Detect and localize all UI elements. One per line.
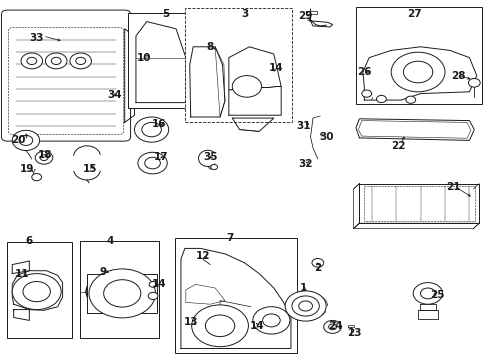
Text: 20: 20 <box>11 135 26 145</box>
Text: 22: 22 <box>390 141 405 151</box>
Circle shape <box>148 292 158 300</box>
Circle shape <box>45 53 67 69</box>
Circle shape <box>403 61 432 83</box>
Circle shape <box>12 274 61 310</box>
Text: 6: 6 <box>26 236 33 246</box>
Text: 33: 33 <box>29 33 44 43</box>
Text: 14: 14 <box>268 63 283 73</box>
Text: 9: 9 <box>99 267 106 277</box>
Circle shape <box>103 280 141 307</box>
Text: 14: 14 <box>249 321 264 331</box>
Text: 28: 28 <box>450 71 465 81</box>
Text: 27: 27 <box>407 9 421 19</box>
Bar <box>7 242 72 338</box>
Text: 5: 5 <box>163 9 169 19</box>
Circle shape <box>311 258 323 267</box>
FancyBboxPatch shape <box>1 10 130 141</box>
Circle shape <box>298 301 312 311</box>
Bar <box>355 7 481 104</box>
Text: 25: 25 <box>429 290 444 300</box>
Text: 13: 13 <box>183 317 198 327</box>
Text: 24: 24 <box>327 321 342 331</box>
Text: 34: 34 <box>107 90 122 100</box>
Text: 32: 32 <box>298 159 312 169</box>
Circle shape <box>142 122 161 137</box>
Circle shape <box>232 76 261 97</box>
Circle shape <box>468 78 479 87</box>
Text: 17: 17 <box>154 152 168 162</box>
Circle shape <box>76 57 85 64</box>
Text: 35: 35 <box>203 152 217 162</box>
Circle shape <box>291 296 319 316</box>
Circle shape <box>51 57 61 64</box>
Circle shape <box>205 315 234 337</box>
Circle shape <box>138 152 167 174</box>
Circle shape <box>144 157 160 169</box>
Circle shape <box>328 324 336 330</box>
Circle shape <box>89 269 155 318</box>
Text: 8: 8 <box>206 42 213 52</box>
Circle shape <box>23 282 50 302</box>
Circle shape <box>191 305 248 347</box>
Text: 23: 23 <box>346 328 361 338</box>
Circle shape <box>70 53 91 69</box>
Circle shape <box>40 155 48 161</box>
Text: 18: 18 <box>38 150 52 160</box>
Text: 19: 19 <box>20 164 34 174</box>
Circle shape <box>19 135 33 145</box>
Bar <box>184 8 292 122</box>
Circle shape <box>412 283 442 304</box>
Ellipse shape <box>163 66 183 85</box>
Circle shape <box>21 53 42 69</box>
Text: 7: 7 <box>225 233 233 243</box>
Text: 29: 29 <box>298 11 312 21</box>
Text: 2: 2 <box>314 263 321 273</box>
Circle shape <box>149 282 157 287</box>
Circle shape <box>323 320 341 333</box>
Circle shape <box>35 151 53 164</box>
Text: 12: 12 <box>195 251 210 261</box>
Text: 21: 21 <box>445 182 460 192</box>
Text: 26: 26 <box>356 67 371 77</box>
Text: 31: 31 <box>295 121 310 131</box>
Text: 11: 11 <box>15 269 29 279</box>
Text: 1: 1 <box>299 283 306 293</box>
Circle shape <box>405 96 415 103</box>
Circle shape <box>390 52 444 92</box>
Bar <box>175 238 297 353</box>
Text: 3: 3 <box>241 9 247 19</box>
Text: 14: 14 <box>151 279 166 289</box>
Circle shape <box>376 95 386 103</box>
FancyBboxPatch shape <box>8 28 123 134</box>
Text: 4: 4 <box>106 236 114 246</box>
Circle shape <box>210 165 217 170</box>
Text: 30: 30 <box>318 132 333 142</box>
Circle shape <box>262 314 280 327</box>
Circle shape <box>252 307 289 334</box>
Circle shape <box>27 57 37 64</box>
Text: 15: 15 <box>83 164 98 174</box>
Text: 16: 16 <box>151 119 166 129</box>
Circle shape <box>32 174 41 181</box>
Circle shape <box>12 130 40 150</box>
Text: 10: 10 <box>137 53 151 63</box>
Circle shape <box>285 291 325 321</box>
Circle shape <box>420 288 434 299</box>
Circle shape <box>134 117 168 142</box>
Bar <box>80 241 159 338</box>
Circle shape <box>361 90 371 97</box>
Bar <box>128 13 191 108</box>
